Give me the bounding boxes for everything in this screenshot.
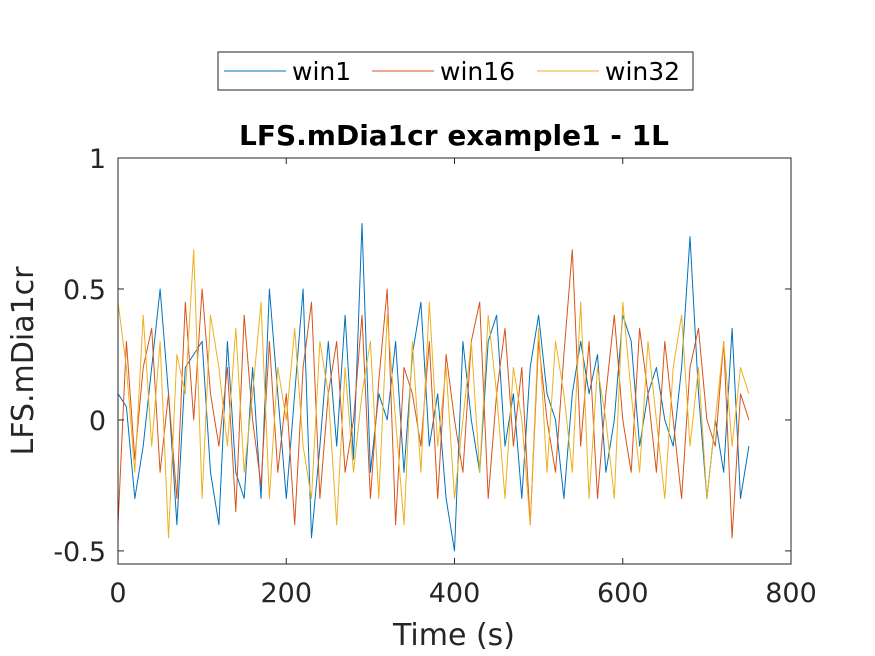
y-tick-label: 0.5 xyxy=(63,275,106,306)
x-tick-label: 600 xyxy=(597,578,649,609)
x-axis-label: Time (s) xyxy=(392,618,515,653)
legend-label-win1: win1 xyxy=(292,57,351,86)
y-tick-label: -0.5 xyxy=(53,537,106,568)
legend[interactable]: win1 win16 win32 xyxy=(217,51,694,91)
ticks-layer: 0 200 400 600 800-0.500.51 xyxy=(53,144,816,609)
legend-label-win32: win32 xyxy=(605,57,680,86)
series-layer xyxy=(117,223,750,552)
y-axis-label: LFS.mDia1cr xyxy=(6,266,41,456)
chart-title: LFS.mDia1cr example1 - 1L xyxy=(239,119,669,152)
y-tick-label: 1 xyxy=(89,144,106,175)
legend-label-win16: win16 xyxy=(440,57,515,86)
x-tick-label: 0 xyxy=(109,578,126,609)
series-line-win32 xyxy=(117,249,750,539)
legend-box xyxy=(217,51,694,91)
x-tick-label: 200 xyxy=(260,578,312,609)
x-tick-label: 800 xyxy=(765,578,817,609)
plot-area xyxy=(118,158,791,564)
x-tick-label: 400 xyxy=(429,578,481,609)
y-tick-label: 0 xyxy=(89,406,106,437)
